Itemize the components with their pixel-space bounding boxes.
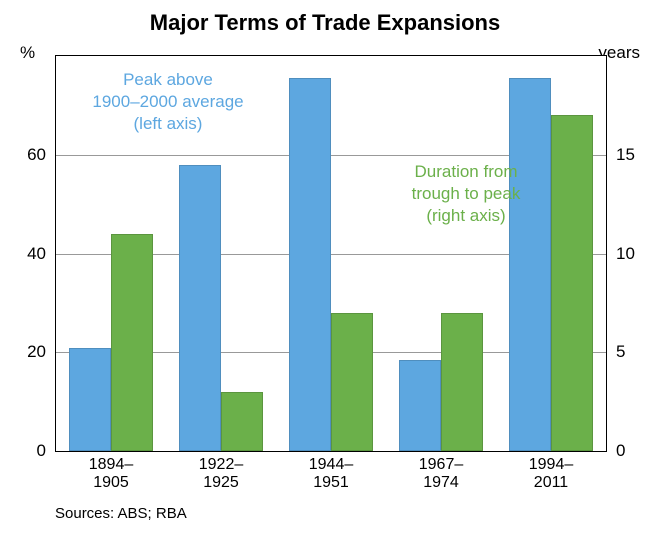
- ytick-right: 15: [616, 145, 646, 165]
- bar-series2: [331, 313, 373, 451]
- bar-series1: [399, 360, 441, 451]
- bar-series2: [221, 392, 263, 451]
- ytick-left: 20: [16, 342, 46, 362]
- xtick-label: 1894–1905: [61, 456, 161, 492]
- bar-series2: [441, 313, 483, 451]
- ytick-right: 5: [616, 342, 646, 362]
- chart-title: Major Terms of Trade Expansions: [0, 10, 650, 36]
- ytick-right: 0: [616, 441, 646, 461]
- chart-container: Major Terms of Trade Expansions % years …: [0, 0, 650, 535]
- plot-area: 02040600510151894–19051922–19251944–1951…: [55, 55, 607, 452]
- annotation-2: Duration fromtrough to peak(right axis): [386, 161, 546, 227]
- ytick-right: 10: [616, 244, 646, 264]
- sources-text: Sources: ABS; RBA: [55, 505, 187, 522]
- xtick-label: 1944–1951: [281, 456, 381, 492]
- bar-series1: [179, 165, 221, 451]
- left-axis-unit: %: [20, 43, 35, 63]
- xtick-label: 1922–1925: [171, 456, 271, 492]
- xtick-label: 1994–2011: [501, 456, 601, 492]
- ytick-left: 0: [16, 441, 46, 461]
- bar-series1: [509, 78, 551, 451]
- bar-series1: [289, 78, 331, 451]
- bar-series2: [111, 234, 153, 451]
- bar-series2: [551, 115, 593, 451]
- ytick-left: 40: [16, 244, 46, 264]
- bar-series1: [69, 348, 111, 451]
- xtick-label: 1967–1974: [391, 456, 491, 492]
- ytick-left: 60: [16, 145, 46, 165]
- annotation-1: Peak above1900–2000 average(left axis): [68, 69, 268, 135]
